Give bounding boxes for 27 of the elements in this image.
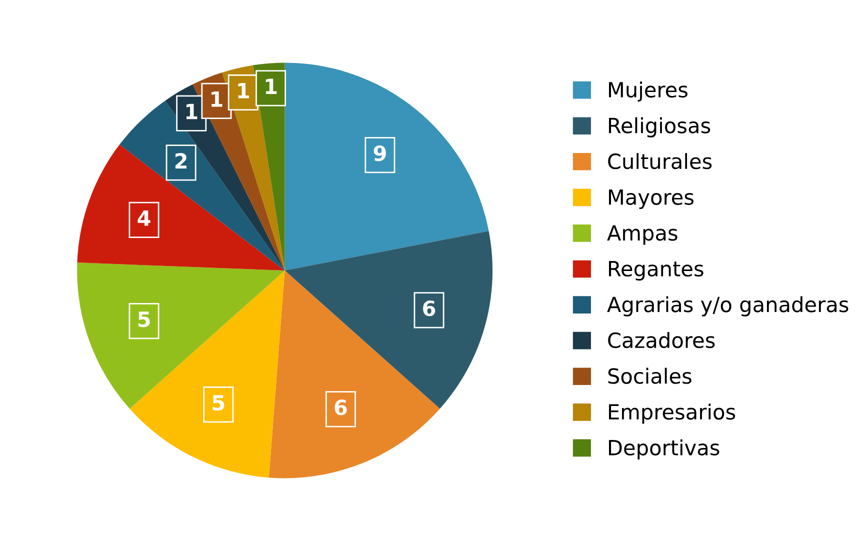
legend-label: Sociales bbox=[608, 368, 692, 384]
pie-slice bbox=[268, 270, 440, 478]
legend-label: Cazadores bbox=[608, 332, 715, 348]
legend-label: Ampas bbox=[607, 225, 678, 245]
legend-label: Culturales bbox=[608, 153, 712, 170]
legend-label: Empresarios bbox=[608, 404, 736, 424]
legend-label: Mayores bbox=[608, 189, 694, 210]
legend-label: Agrarias y/o ganaderas bbox=[607, 296, 848, 316]
legend-label: Deportivas bbox=[608, 439, 720, 460]
data-label: 9 bbox=[374, 145, 386, 162]
data-label: 1 bbox=[266, 78, 277, 94]
data-label: 1 bbox=[238, 83, 249, 98]
legend-label: Religiosas bbox=[608, 117, 710, 138]
data-label: 2 bbox=[175, 153, 187, 168]
data-label: 1 bbox=[186, 104, 198, 120]
pie-slice bbox=[77, 262, 285, 409]
data-label: 6 bbox=[334, 400, 347, 416]
legend-label: Mujeres bbox=[608, 81, 688, 102]
pie-slice bbox=[130, 270, 285, 478]
pie-slice bbox=[77, 144, 285, 270]
data-label: 6 bbox=[423, 300, 436, 316]
legend-label: Regantes bbox=[608, 261, 704, 281]
data-label: 5 bbox=[138, 312, 150, 328]
data-label: 4 bbox=[138, 210, 150, 226]
data-label: 1 bbox=[212, 92, 222, 107]
data-label: 5 bbox=[212, 395, 224, 411]
pie-slice bbox=[284, 62, 489, 270]
